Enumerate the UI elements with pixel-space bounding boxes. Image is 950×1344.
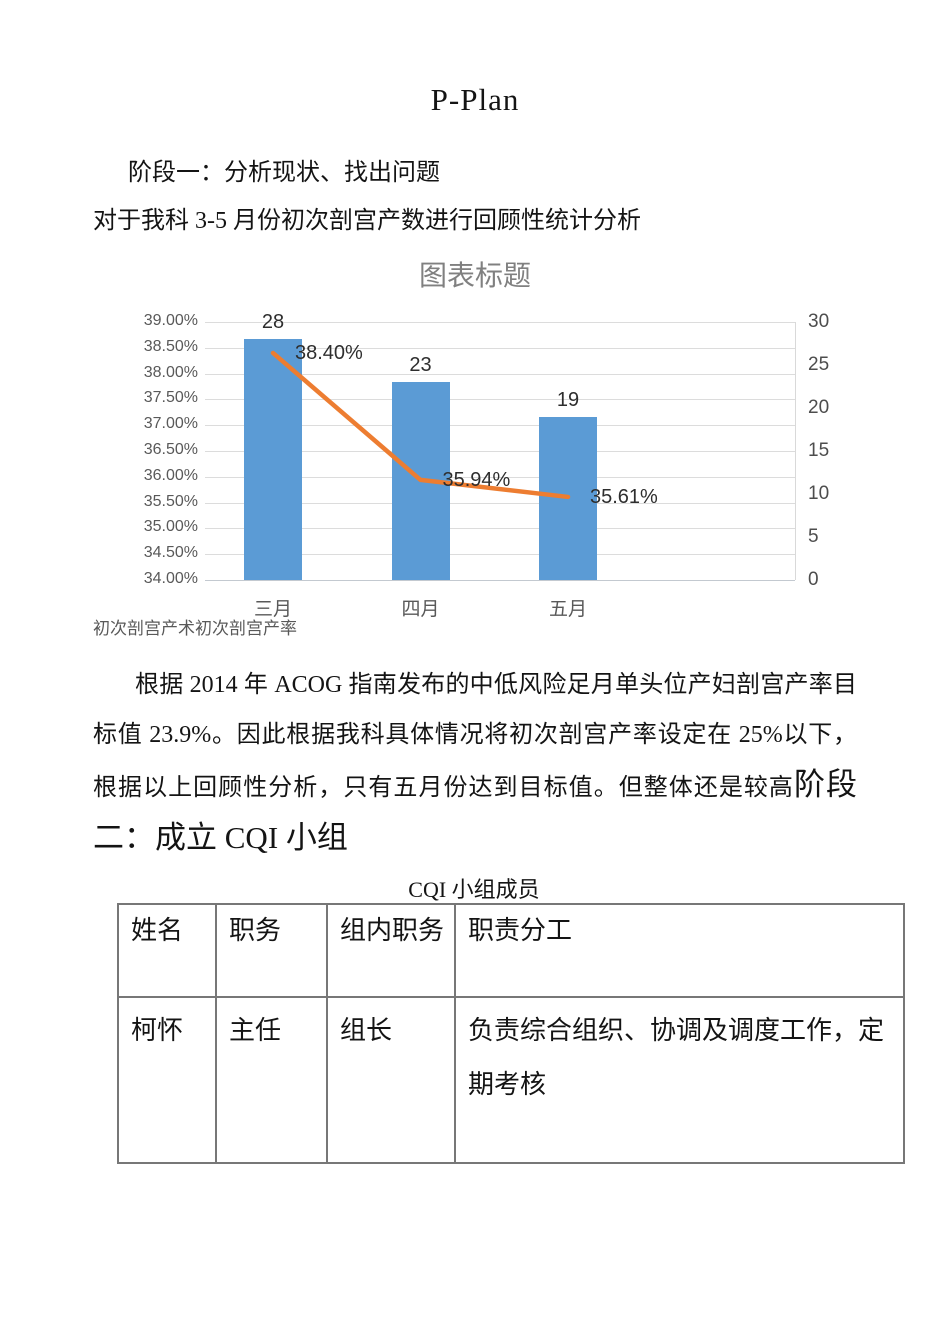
y-axis-tick-left: 35.00% <box>143 518 198 536</box>
y-axis-tick-right: 10 <box>808 483 830 504</box>
y-axis-tick-right: 5 <box>808 526 819 547</box>
y-axis-tick-left: 36.00% <box>143 466 198 484</box>
combo-chart: 图表标题 39.00% 38.50% 38.00% 37.50% 37.00% 36.50… <box>0 250 950 648</box>
bar-data-label: 19 <box>556 388 580 411</box>
y-axis-tick-left: 39.00% <box>143 312 198 329</box>
bar-data-label: 23 <box>409 354 432 377</box>
y-axis-tick-left: 34.50% <box>143 544 198 562</box>
y-axis-tick-right: 30 <box>808 311 830 332</box>
stage1-heading: 阶段一：分析现状、找出问题 <box>128 160 440 186</box>
y-axis-tick-left: 38.50% <box>143 337 198 355</box>
line-data-label: 38.40% <box>295 341 363 364</box>
bar-三月 <box>244 339 302 580</box>
gridline <box>205 347 795 349</box>
header-cell-duty: 职责分工 <box>454 903 905 998</box>
document-title: P-Plan <box>430 82 520 117</box>
line-data-label: 35.61% <box>590 485 658 508</box>
gridline <box>205 476 795 478</box>
header-cell-name: 姓名 <box>117 903 217 998</box>
chart-legend-caption: 初次剖宫产术初次剖宫产率 <box>93 619 297 638</box>
x-axis-label: 四月 <box>401 599 440 620</box>
analysis-paragraph: 根据 2014 年 ACOG 指南发布的中低风险足月单头位产妇剖宫产率目标值 2… <box>93 660 857 866</box>
gridline <box>205 399 795 401</box>
line-path <box>270 350 571 500</box>
header-cell-group-role: 组内职务 <box>326 903 456 998</box>
gridline <box>205 580 795 581</box>
analysis-text: 根据 2014 年 ACOG 指南发布的中低风险足月单头位产妇剖宫产率目标值 2… <box>93 672 857 801</box>
gridline <box>205 425 795 427</box>
y-axis-tick-left: 36.50% <box>143 441 198 458</box>
cqi-members-table: 姓名 职务 组内职务 职责分工 柯怀 主任 组长 负责综合组织、协调及调度工作，… <box>117 903 905 1164</box>
y-axis-tick-left: 37.50% <box>143 389 198 407</box>
header-cell-title: 职务 <box>215 903 328 998</box>
line-data-label: 35.94% <box>442 468 511 491</box>
gridline <box>205 528 795 530</box>
chart-plot-area <box>205 322 796 581</box>
x-axis-label: 五月 <box>548 599 587 620</box>
x-axis-label: 三月 <box>253 599 292 620</box>
y-axis-tick-right: 15 <box>808 440 830 461</box>
gridline <box>205 502 795 504</box>
gridline <box>205 322 795 323</box>
cell-title: 主任 <box>215 996 328 1164</box>
chart-title: 图表标题 <box>418 261 531 292</box>
table-row: 柯怀 主任 组长 负责综合组织、协调及调度工作，定期考核 <box>117 996 905 1164</box>
bar-data-label: 28 <box>261 311 285 334</box>
rate-line-series <box>270 350 571 500</box>
stage2-heading: 阶段二：成立 CQI 小组 <box>93 767 858 855</box>
y-axis-tick-left: 34.00% <box>143 570 198 587</box>
table-header-row: 姓名 职务 组内职务 职责分工 <box>117 903 905 998</box>
table-title: CQI 小组成员 <box>408 877 540 902</box>
gridline <box>205 373 795 375</box>
cell-duty: 负责综合组织、协调及调度工作，定期考核 <box>454 996 905 1164</box>
cell-name: 柯怀 <box>117 996 217 1164</box>
y-axis-tick-right: 20 <box>808 397 830 418</box>
y-axis-tick-left: 38.00% <box>143 363 198 381</box>
gridline <box>205 554 795 556</box>
cell-group-role: 组长 <box>326 996 456 1164</box>
y-axis-tick-right: 25 <box>808 354 830 375</box>
y-axis-tick-left: 37.00% <box>143 415 198 433</box>
gridline <box>205 451 795 452</box>
intro-text: 对于我科 3-5 月份初次剖宫产数进行回顾性统计分析 <box>93 208 641 234</box>
y-axis-tick-right: 0 <box>808 569 819 590</box>
y-axis-tick-left: 35.50% <box>143 492 198 510</box>
